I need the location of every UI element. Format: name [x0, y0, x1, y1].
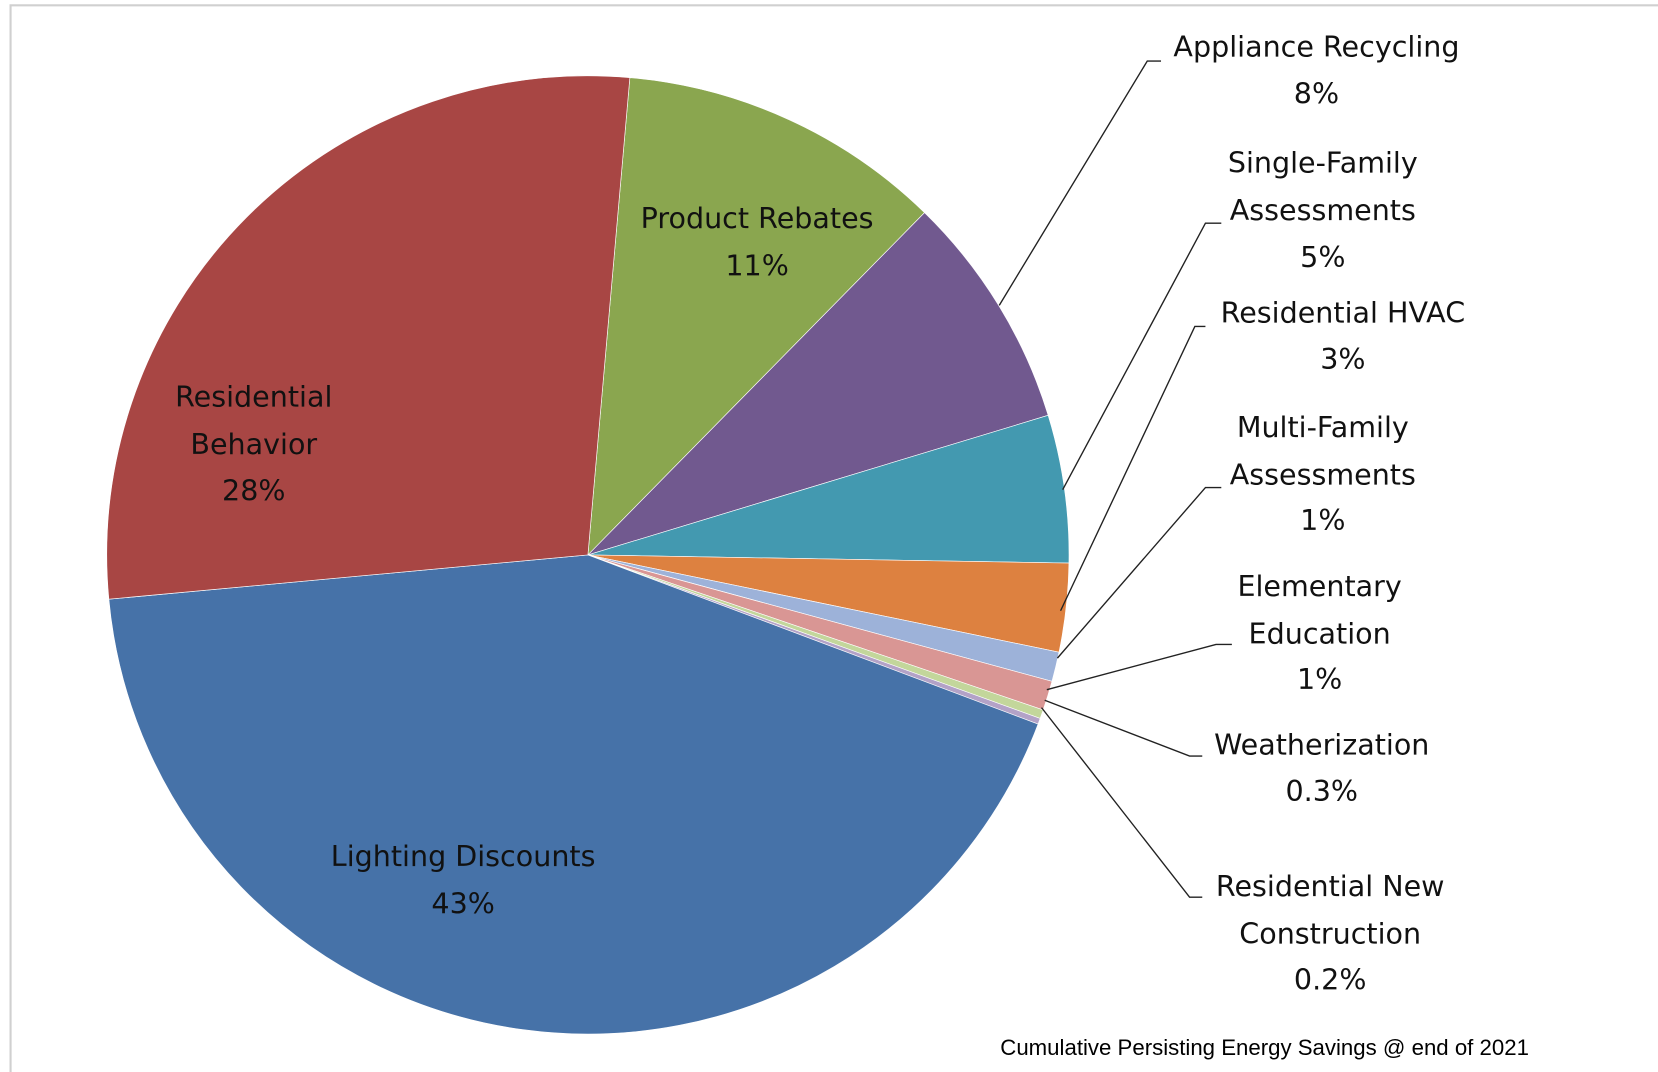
pie-slice [587, 77, 926, 556]
slice-label: Lighting Discounts [330, 840, 596, 874]
slice-value-label: 3% [1320, 343, 1366, 377]
slice-value-label: 28% [222, 475, 286, 509]
slice-value-label: 8% [1293, 78, 1340, 112]
leader-line [1044, 699, 1203, 757]
slice-label: Single-Family Assessments [1227, 147, 1418, 228]
slice-label: Residential New Construction [1215, 870, 1445, 951]
slice-value-label: 5% [1300, 241, 1346, 275]
leader-line [998, 60, 1162, 306]
slice-label: Residential HVAC [1220, 297, 1466, 331]
slice-value-label: 0.2% [1293, 964, 1367, 997]
slice-value-label: 11% [725, 250, 789, 283]
slice-value-label: 1% [1300, 504, 1346, 538]
pie-slice [587, 414, 1070, 564]
leader-line [1046, 643, 1232, 691]
slice-label: Elementary Education [1237, 570, 1402, 651]
slice-value-label: 43% [431, 888, 495, 921]
chart-title: Cumulative Persisting Energy Savings @ e… [1000, 1036, 1529, 1061]
slice-label: Weatherization [1214, 729, 1430, 762]
slice-label: Residential Behavior [175, 381, 333, 462]
chart-frame [9, 4, 1658, 1072]
slice-value-label: 1% [1296, 663, 1343, 697]
pie-slice [108, 554, 1039, 1035]
slice-label: Product Rebates [640, 202, 874, 236]
pie-slice [106, 75, 631, 600]
leader-line [1056, 486, 1222, 659]
leader-line [1059, 325, 1206, 612]
slice-label: Multi-Family Assessments [1229, 411, 1416, 492]
slice-label: Appliance Recycling [1173, 31, 1460, 64]
pie-slice [587, 212, 1049, 556]
leader-line [1062, 222, 1222, 490]
slice-value-label: 0.3% [1285, 775, 1359, 809]
leader-line [1040, 707, 1203, 898]
